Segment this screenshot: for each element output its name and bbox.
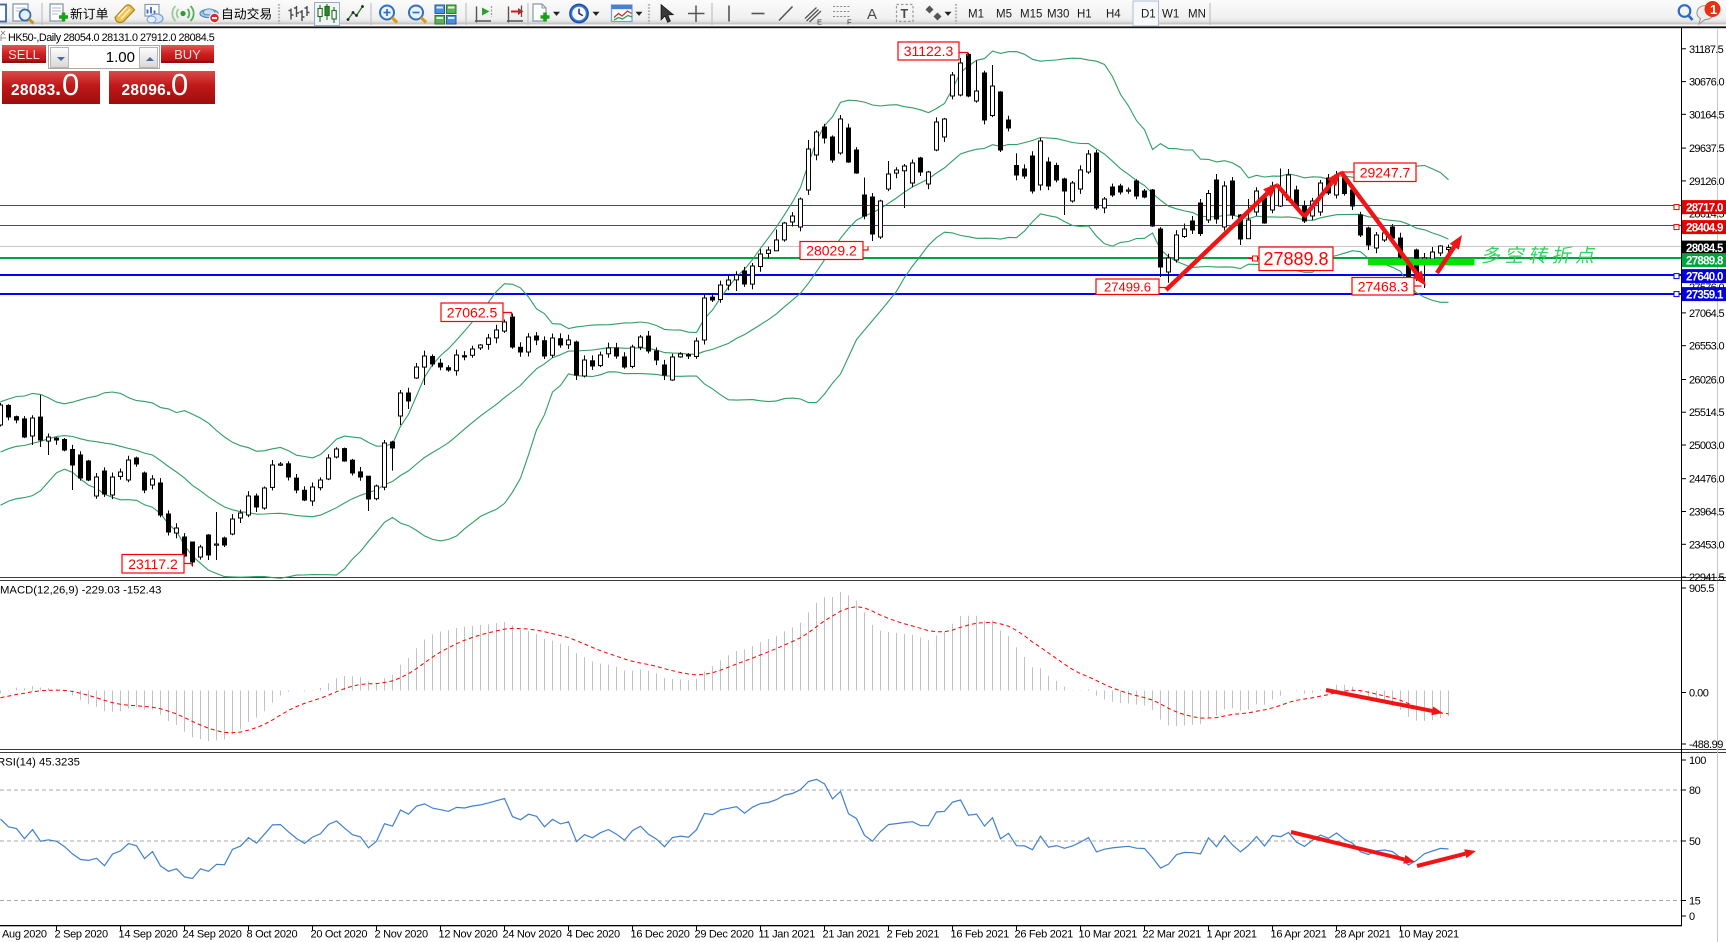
svg-text:24 Sep 2020: 24 Sep 2020 — [183, 929, 242, 941]
svg-text:31122.3: 31122.3 — [904, 43, 954, 59]
svg-text:28084.5: 28084.5 — [1686, 243, 1724, 255]
svg-text:22941.5: 22941.5 — [1689, 572, 1724, 584]
svg-text:27468.3: 27468.3 — [1358, 278, 1409, 294]
svg-text:MN: MN — [1188, 9, 1206, 21]
svg-text:HK50-,Daily 28054.0 28131.0 2: HK50-,Daily 28054.0 28131.0 27912.0 2808… — [8, 32, 215, 44]
svg-text:27062.5: 27062.5 — [447, 304, 498, 320]
svg-text:8 Oct 2020: 8 Oct 2020 — [247, 929, 298, 941]
svg-text:RSI(14) 45.3235: RSI(14) 45.3235 — [0, 757, 80, 769]
svg-text:2 Sep 2020: 2 Sep 2020 — [55, 929, 108, 941]
svg-text:16 Apr 2021: 16 Apr 2021 — [1271, 929, 1327, 941]
svg-text:25514.5: 25514.5 — [1689, 407, 1724, 419]
svg-text:H4: H4 — [1106, 9, 1121, 21]
svg-text:14 Sep 2020: 14 Sep 2020 — [119, 929, 178, 941]
svg-text:28717.0: 28717.0 — [1686, 202, 1723, 214]
svg-text:20 Oct 2020: 20 Oct 2020 — [311, 929, 368, 941]
svg-text:11 Jan 2021: 11 Jan 2021 — [759, 929, 816, 941]
svg-text:29637.5: 29637.5 — [1689, 143, 1724, 155]
svg-text:27889.8: 27889.8 — [1263, 249, 1328, 269]
svg-text:21 Jan 2021: 21 Jan 2021 — [823, 929, 880, 941]
svg-text:F: F — [847, 18, 852, 27]
svg-text:12 Nov 2020: 12 Nov 2020 — [439, 929, 498, 941]
svg-text:E: E — [817, 18, 822, 27]
svg-text:0.00: 0.00 — [1689, 688, 1709, 700]
svg-text:M5: M5 — [996, 9, 1012, 21]
svg-text:25003.0: 25003.0 — [1689, 440, 1724, 452]
svg-text:1 Apr 2021: 1 Apr 2021 — [1207, 929, 1257, 941]
svg-text:16 Feb 2021: 16 Feb 2021 — [951, 929, 1010, 941]
svg-text:4 Dec 2020: 4 Dec 2020 — [567, 929, 620, 941]
svg-text:28404.9: 28404.9 — [1686, 222, 1723, 234]
svg-text:26553.0: 26553.0 — [1689, 341, 1724, 353]
svg-text:27359.1: 27359.1 — [1686, 289, 1724, 301]
svg-text:T: T — [901, 7, 909, 21]
svg-text:29 Dec 2020: 29 Dec 2020 — [695, 929, 754, 941]
svg-text:D1: D1 — [1141, 9, 1156, 21]
svg-text:50: 50 — [1689, 836, 1701, 848]
svg-text:16 Dec 2020: 16 Dec 2020 — [631, 929, 690, 941]
svg-text:2 Nov 2020: 2 Nov 2020 — [375, 929, 428, 941]
svg-text:30164.5: 30164.5 — [1689, 109, 1724, 121]
svg-text:27064.5: 27064.5 — [1689, 308, 1724, 320]
svg-text:27889.8: 27889.8 — [1686, 255, 1724, 267]
svg-text:H1: H1 — [1077, 9, 1092, 21]
svg-text:23117.2: 23117.2 — [128, 556, 178, 572]
svg-text:W1: W1 — [1162, 9, 1179, 21]
svg-text:27640.0: 27640.0 — [1686, 271, 1723, 283]
svg-text:22 Mar 2021: 22 Mar 2021 — [1143, 929, 1202, 941]
svg-text:26 Feb 2021: 26 Feb 2021 — [1015, 929, 1074, 941]
svg-text:M30: M30 — [1047, 9, 1069, 21]
svg-text:80: 80 — [1689, 785, 1701, 797]
svg-text:100: 100 — [1689, 755, 1706, 767]
svg-text:24 Nov 2020: 24 Nov 2020 — [503, 929, 562, 941]
svg-text:1: 1 — [1710, 2, 1717, 17]
svg-text:28029.2: 28029.2 — [806, 243, 857, 259]
svg-text:24476.0: 24476.0 — [1689, 474, 1724, 486]
svg-text:905.5: 905.5 — [1689, 583, 1714, 595]
svg-text:23453.0: 23453.0 — [1689, 539, 1724, 551]
svg-text:Aug 2020: Aug 2020 — [2, 929, 47, 941]
svg-text:10 May 2021: 10 May 2021 — [1399, 929, 1459, 941]
svg-text:31187.5: 31187.5 — [1689, 44, 1724, 56]
svg-text:28 Apr 2021: 28 Apr 2021 — [1335, 929, 1391, 941]
svg-text:27499.6: 27499.6 — [1104, 279, 1151, 294]
svg-text:23964.5: 23964.5 — [1689, 507, 1724, 519]
svg-text:15: 15 — [1689, 896, 1701, 908]
svg-text:2 Feb 2021: 2 Feb 2021 — [887, 929, 940, 941]
svg-text:26026.0: 26026.0 — [1689, 375, 1724, 387]
svg-text:10 Mar 2021: 10 Mar 2021 — [1079, 929, 1138, 941]
svg-text:29247.7: 29247.7 — [1360, 164, 1411, 180]
svg-text:M15: M15 — [1020, 9, 1042, 21]
svg-text:29126.0: 29126.0 — [1689, 176, 1724, 188]
svg-text:-488.99: -488.99 — [1689, 739, 1723, 751]
svg-text:MACD(12,26,9) -229.03 -152.43: MACD(12,26,9) -229.03 -152.43 — [0, 585, 161, 597]
svg-text:0: 0 — [1689, 911, 1695, 923]
svg-text:A: A — [867, 6, 877, 23]
svg-text:30676.0: 30676.0 — [1689, 77, 1724, 89]
svg-text:M1: M1 — [968, 9, 984, 21]
